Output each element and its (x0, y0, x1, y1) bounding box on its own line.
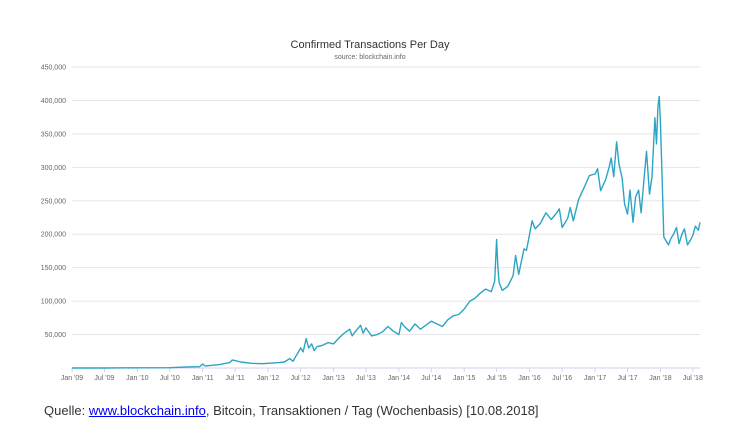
x-tick-label: Jul '09 (94, 375, 114, 382)
series-line (72, 95, 701, 369)
x-tick-label: Jul '17 (617, 375, 637, 382)
y-tick-label: 350,000 (41, 131, 66, 138)
y-tick-label: 150,000 (41, 265, 66, 272)
x-tick-label: Jul '18 (683, 375, 703, 382)
x-tick-marks (71, 368, 694, 372)
x-tick-label: Jul '11 (225, 375, 245, 382)
x-tick-label: Jul '13 (356, 375, 376, 382)
x-tick-labels: Jan '09 Jul '09 Jan '10 Jul '10 Jan '11 Jul '… (61, 375, 703, 382)
x-tick-label: Jul '16 (552, 375, 572, 382)
chart-area: Confirmed Transactions Per Day source: b… (41, 39, 703, 382)
series-layer (72, 95, 701, 369)
source-link[interactable]: www.blockchain.info (88, 403, 206, 418)
caption-suffix: , Bitcoin, Transaktionen / Tag (Wochenba… (205, 403, 539, 418)
y-tick-label: 100,000 (41, 299, 66, 306)
x-tick-label: Jan '15 (453, 375, 475, 382)
y-tick-label: 400,000 (41, 98, 66, 105)
x-tick-label: Jan '13 (322, 375, 344, 382)
y-tick-labels: 50,000 100,000 150,000 200,000 250,000 300,00… (41, 65, 66, 340)
y-tick-label: 200,000 (41, 232, 66, 239)
grid-lines (72, 66, 700, 369)
x-tick-label: Jan '12 (257, 375, 279, 382)
x-tick-label: Jul '15 (487, 375, 507, 382)
y-tick-label: 450,000 (41, 65, 66, 72)
x-tick-label: Jul '12 (291, 375, 311, 382)
y-tick-label: 250,000 (41, 198, 66, 205)
x-tick-label: Jul '14 (421, 375, 441, 382)
caption: Quelle: www.blockchain.info, Bitcoin, Tr… (44, 403, 539, 418)
x-tick-label: Jan '09 (61, 375, 83, 382)
x-tick-label: Jan '18 (649, 375, 671, 382)
y-tick-label: 300,000 (41, 165, 66, 172)
x-tick-label: Jan '14 (388, 375, 410, 382)
chart-subtitle: source: blockchain.info (334, 54, 405, 61)
x-tick-label: Jul '10 (160, 375, 180, 382)
chart-svg: Confirmed Transactions Per Day source: b… (41, 39, 703, 382)
x-tick-label: Jan '11 (192, 375, 214, 382)
x-tick-label: Jan '16 (518, 375, 540, 382)
caption-prefix: Quelle: (44, 403, 89, 418)
y-tick-label: 50,000 (45, 332, 67, 339)
chart-title: Confirmed Transactions Per Day (291, 39, 450, 51)
x-tick-label: Jan '17 (584, 375, 606, 382)
x-tick-label: Jan '10 (126, 375, 148, 382)
